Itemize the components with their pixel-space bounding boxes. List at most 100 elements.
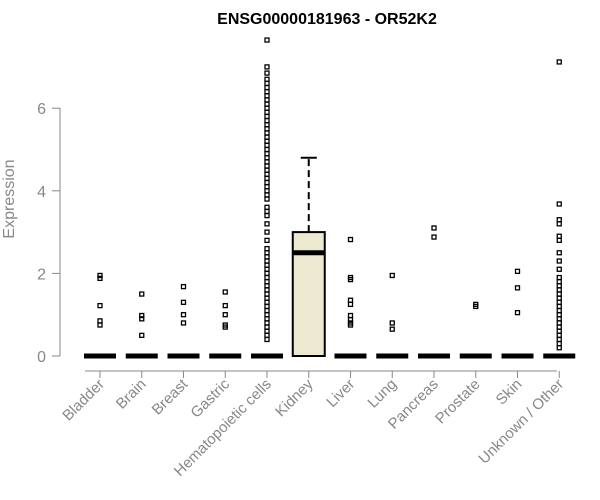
outlier-4-39	[264, 245, 270, 252]
outlier-4-25	[264, 167, 270, 173]
outlier-4-52	[264, 299, 270, 305]
outlier-1-2	[139, 316, 145, 322]
outlier-4-18	[264, 138, 270, 144]
outlier-4-43	[264, 262, 270, 268]
outlier-2-3	[180, 320, 187, 326]
outlier-11-12	[556, 287, 562, 293]
outlier-4-19	[264, 142, 270, 149]
outlier-6-6	[347, 317, 354, 323]
x-tick-label-2: Breast	[149, 375, 192, 418]
outlier-6-0	[347, 236, 354, 243]
outlier-4-32	[264, 196, 270, 202]
outlier-4-61	[264, 336, 270, 343]
outlier-4-58	[264, 324, 270, 330]
outlier-4-14	[264, 122, 270, 128]
box-1	[125, 291, 158, 359]
outlier-4-33	[264, 204, 270, 210]
outlier-4-9	[264, 101, 270, 107]
box-8	[418, 225, 450, 359]
outlier-1-0	[139, 291, 145, 297]
outlier-4-38	[264, 237, 270, 244]
box-2	[167, 283, 200, 359]
outlier-4-59	[264, 328, 270, 334]
outlier-4-35	[264, 212, 270, 219]
outlier-4-22	[264, 155, 270, 161]
outlier-3-0	[222, 289, 228, 295]
outlier-4-11	[264, 109, 270, 115]
outlier-11-18	[556, 312, 562, 318]
box-4	[251, 37, 283, 359]
outlier-3-1	[222, 302, 228, 309]
x-tick-label-7: Lung	[364, 376, 400, 412]
outlier-11-26	[556, 345, 562, 351]
y-tick-label-2: 4	[37, 184, 46, 201]
outlier-6-3	[347, 297, 354, 303]
outlier-4-36	[264, 221, 270, 227]
outlier-4-29	[264, 184, 270, 190]
outlier-4-50	[264, 291, 270, 297]
y-tick-label-3: 6	[37, 101, 46, 118]
box-9	[459, 301, 492, 359]
outlier-0-1	[97, 275, 103, 282]
outlier-8-1	[431, 234, 437, 240]
outlier-2-0	[180, 283, 187, 290]
outlier-4-0	[264, 37, 270, 43]
outlier-2-2	[180, 312, 187, 318]
outlier-4-23	[264, 159, 270, 165]
outlier-4-17	[264, 134, 270, 140]
outlier-4-3	[264, 76, 270, 82]
outlier-11-23	[556, 332, 562, 339]
y-tick-label-1: 2	[37, 266, 46, 283]
outlier-11-22	[556, 328, 562, 334]
x-tick-label-1: Brain	[113, 376, 150, 413]
outlier-4-24	[264, 163, 270, 169]
outlier-11-16	[556, 303, 562, 310]
outlier-0-2	[97, 302, 103, 309]
outlier-11-15	[556, 299, 562, 305]
outlier-4-57	[264, 320, 270, 326]
box-6	[334, 236, 367, 359]
chart-title: ENSG00000181963 - OR52K2	[217, 11, 437, 28]
outlier-7-1	[389, 320, 395, 326]
outlier-11-21	[556, 324, 562, 330]
outlier-11-14	[556, 295, 562, 301]
box-0	[84, 272, 116, 359]
outlier-4-46	[264, 274, 270, 281]
outlier-4-41	[264, 254, 270, 260]
outlier-4-4	[264, 80, 270, 87]
x-tick-label-6: Liver	[323, 376, 358, 411]
outlier-11-25	[556, 340, 562, 347]
outlier-11-2	[556, 217, 562, 223]
outlier-4-30	[264, 188, 270, 194]
outlier-4-2	[264, 70, 270, 76]
outlier-4-8	[264, 97, 270, 103]
x-tick-label-5: Kidney	[272, 375, 317, 420]
outlier-4-42	[264, 258, 270, 264]
outlier-10-2	[514, 309, 521, 316]
outlier-6-8	[347, 322, 354, 328]
outlier-4-27	[264, 175, 270, 182]
outlier-4-31	[264, 192, 270, 198]
outlier-8-0	[431, 225, 437, 231]
outlier-11-1	[556, 201, 562, 207]
outlier-4-54	[264, 307, 270, 314]
outlier-11-17	[556, 307, 562, 314]
box-3	[209, 289, 242, 359]
outlier-4-51	[264, 295, 270, 301]
outlier-0-3	[97, 318, 103, 324]
outlier-4-28	[264, 179, 270, 186]
box-5	[291, 156, 326, 358]
outlier-4-60	[264, 332, 270, 339]
outlier-4-20	[264, 146, 270, 153]
outlier-4-10	[264, 105, 270, 111]
outlier-11-3	[556, 221, 562, 227]
y-tick-label-0: 0	[37, 349, 46, 366]
outlier-11-6	[556, 250, 562, 256]
outlier-10-1	[514, 285, 521, 291]
outlier-11-8	[556, 266, 562, 272]
outlier-0-0	[97, 272, 103, 279]
outlier-6-5	[347, 312, 354, 319]
outlier-3-2	[222, 312, 228, 318]
outlier-4-45	[264, 270, 270, 277]
